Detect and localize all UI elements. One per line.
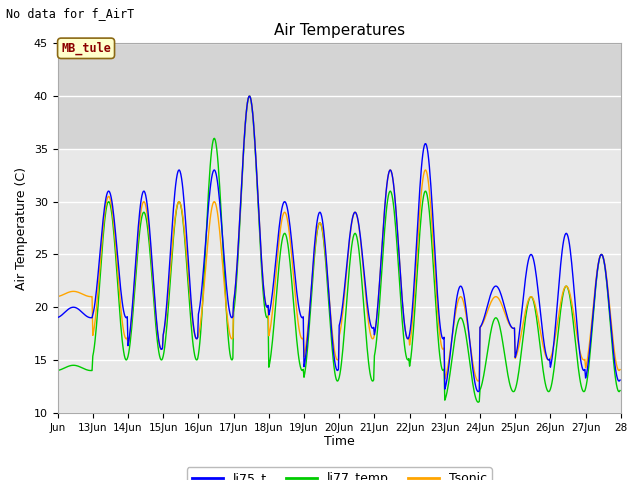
Bar xyxy=(58,43,621,149)
Text: MB_tule: MB_tule xyxy=(61,42,111,55)
Text: No data for f_AirT: No data for f_AirT xyxy=(6,7,134,20)
Title: Air Temperatures: Air Temperatures xyxy=(274,23,404,38)
X-axis label: Time: Time xyxy=(324,435,355,448)
Legend: li75_t, li77_temp, Tsonic: li75_t, li77_temp, Tsonic xyxy=(186,467,492,480)
Y-axis label: Air Temperature (C): Air Temperature (C) xyxy=(15,167,28,289)
